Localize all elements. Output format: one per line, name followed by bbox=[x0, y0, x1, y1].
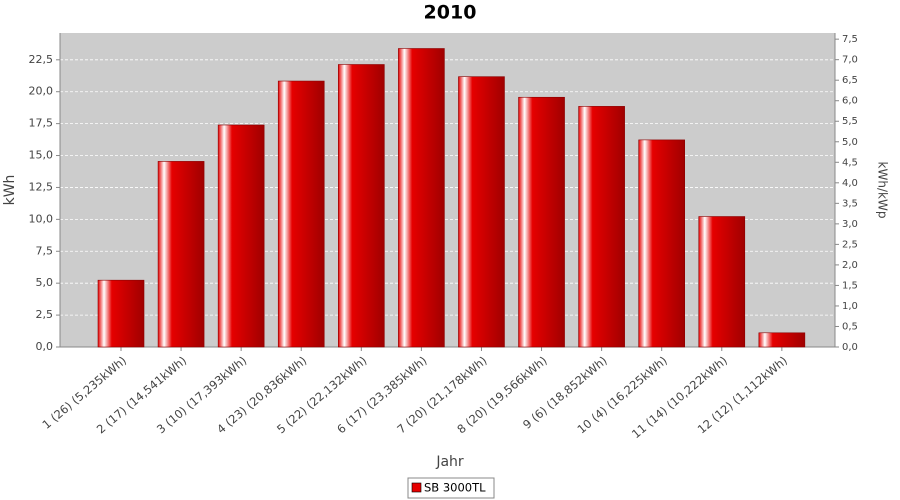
bar bbox=[97, 279, 145, 348]
legend: SB 3000TL bbox=[407, 477, 495, 499]
y2-tick-label: 0,5 bbox=[842, 321, 858, 332]
y2-tick-label: 2,5 bbox=[842, 239, 858, 250]
y2-tick-label: 7,0 bbox=[842, 55, 858, 66]
bar bbox=[758, 332, 806, 348]
legend-label: SB 3000TL bbox=[424, 481, 486, 495]
y-tick-label: 0,0 bbox=[36, 340, 54, 353]
y2-tick-label: 1,0 bbox=[842, 301, 858, 312]
bar bbox=[578, 106, 625, 348]
y2-tick-label: 0,0 bbox=[842, 342, 858, 353]
y2-tick-label: 4,5 bbox=[842, 157, 858, 168]
bar bbox=[277, 80, 325, 348]
y-tick-label: 15,0 bbox=[29, 149, 54, 162]
x-axis-label: Jahr bbox=[435, 454, 464, 470]
bar bbox=[458, 76, 505, 348]
y2-tick-label: 4,0 bbox=[842, 178, 858, 189]
y-tick-label: 12,5 bbox=[29, 180, 54, 193]
y2-tick-label: 6,0 bbox=[842, 96, 858, 107]
y-tick-label: 20,0 bbox=[29, 85, 54, 98]
bar bbox=[338, 64, 385, 348]
y-tick-label: 2,5 bbox=[36, 308, 54, 321]
bar bbox=[398, 48, 445, 348]
y2-tick-label: 6,5 bbox=[842, 75, 858, 86]
y-axis-label: kWh bbox=[2, 175, 18, 206]
bar bbox=[518, 96, 565, 348]
y2-tick-label: 3,5 bbox=[842, 198, 858, 209]
legend-swatch bbox=[411, 482, 422, 493]
y2-tick-label: 5,5 bbox=[842, 116, 858, 127]
bar bbox=[217, 124, 265, 348]
y2-tick-label: 5,0 bbox=[842, 137, 858, 148]
legend-box bbox=[407, 477, 495, 499]
y-tick-label: 17,5 bbox=[29, 117, 54, 130]
y2-tick-label: 2,0 bbox=[842, 260, 858, 271]
bar bbox=[157, 161, 205, 348]
y2-tick-label: 3,0 bbox=[842, 219, 858, 230]
y-tick-label: 5,0 bbox=[36, 276, 54, 289]
bar bbox=[698, 216, 746, 348]
y2-tick-label: 7,5 bbox=[842, 34, 858, 45]
y-tick-label: 22,5 bbox=[29, 53, 54, 66]
y2-tick-label: 1,5 bbox=[842, 280, 858, 291]
y-tick-label: 7,5 bbox=[36, 244, 54, 257]
y2-axis-label: kWh/kWp bbox=[876, 162, 890, 219]
chart-title: 2010 bbox=[424, 2, 477, 24]
bar bbox=[638, 139, 685, 348]
y-tick-label: 10,0 bbox=[29, 212, 54, 225]
